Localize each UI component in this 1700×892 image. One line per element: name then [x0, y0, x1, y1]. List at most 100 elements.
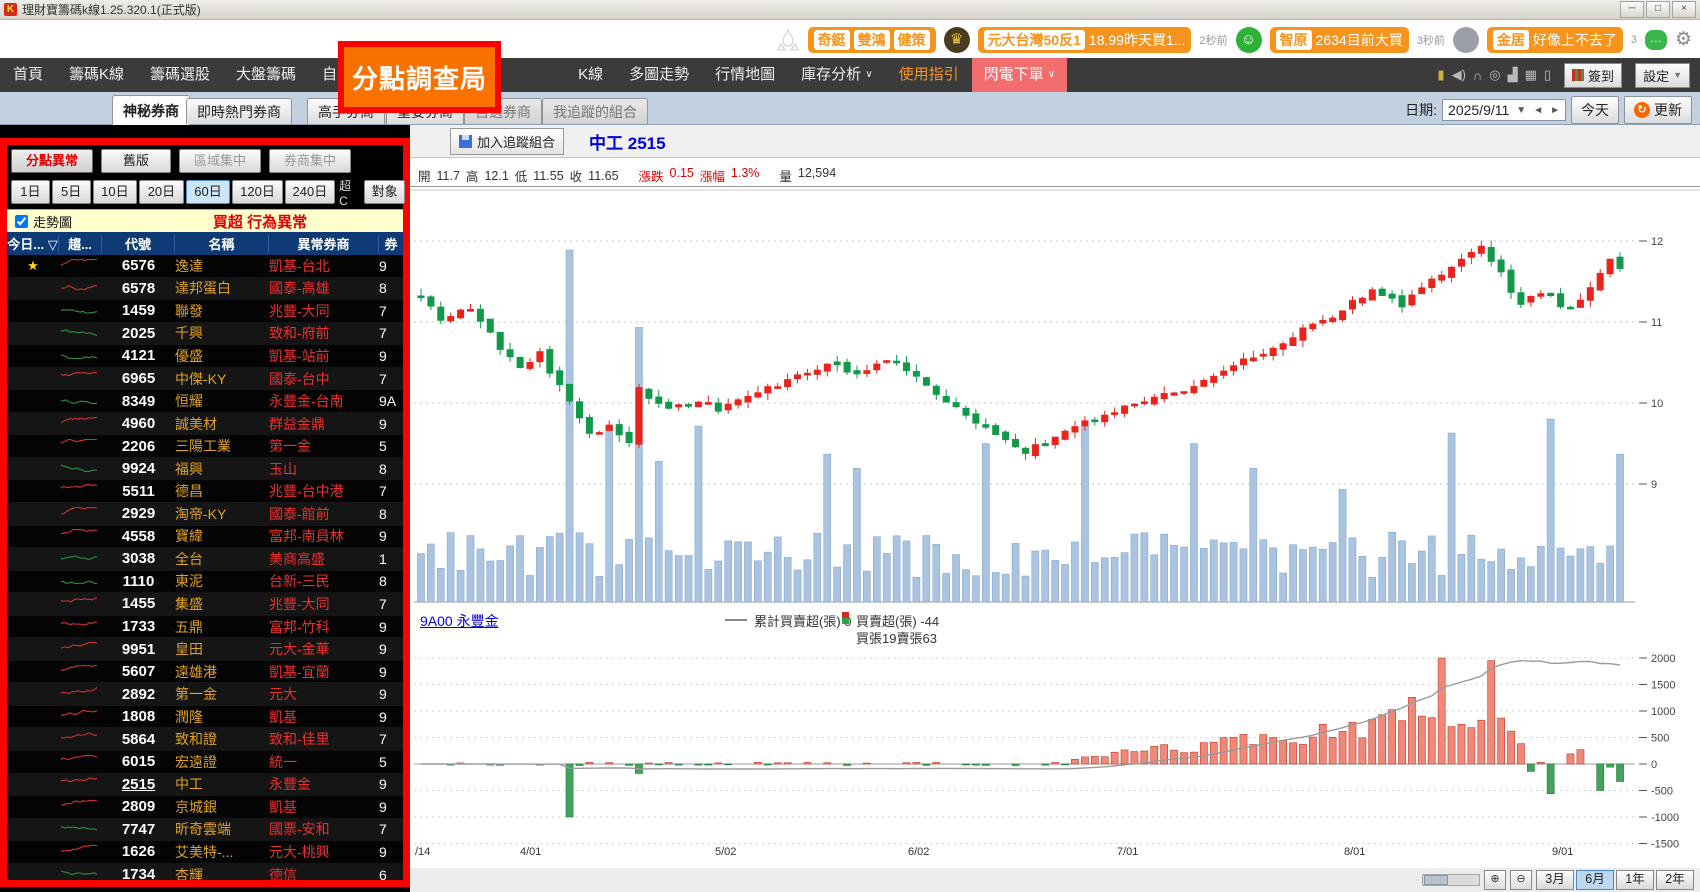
- stock-name[interactable]: 優盛: [175, 347, 203, 364]
- table-row[interactable]: 6965 中傑-KY 國泰-台中 7: [7, 367, 403, 391]
- range-button-6月[interactable]: 6月: [1576, 870, 1614, 890]
- signin-button[interactable]: 簽到: [1564, 62, 1623, 88]
- col-name[interactable]: 名稱: [175, 234, 269, 253]
- phone-icon[interactable]: ▮: [1437, 67, 1445, 82]
- broker-name[interactable]: 兆豐-大同: [269, 595, 330, 612]
- broker-name[interactable]: 德信: [269, 866, 297, 880]
- zoom-slider-handle[interactable]: [1424, 875, 1448, 885]
- menu-item-1[interactable]: 籌碼K線: [69, 66, 125, 83]
- stock-name[interactable]: 淘帝-KY: [175, 505, 227, 522]
- mode-button-分點異常[interactable]: 分點異常: [11, 149, 93, 173]
- col-broker[interactable]: 異常券商: [269, 234, 379, 253]
- stock-name[interactable]: 京城銀: [175, 798, 217, 815]
- broker-name[interactable]: 致和-佳里: [269, 731, 330, 748]
- broker-name[interactable]: 玉山: [269, 460, 297, 477]
- table-row[interactable]: 1733 五鼎 富邦-竹科 9: [7, 615, 403, 639]
- feed-badge[interactable]: 智原 2634目前大買: [1269, 26, 1409, 53]
- stock-name[interactable]: 三陽工業: [175, 438, 231, 455]
- table-row[interactable]: 9924 福興 玉山 8: [7, 457, 403, 481]
- stock-name[interactable]: 寶緯: [175, 528, 203, 545]
- table-row[interactable]: 1808 潤隆 凱基 9: [7, 705, 403, 729]
- feed-badge[interactable]: 金居 好像上不去了: [1486, 26, 1623, 53]
- settings-button[interactable]: 設定 ▼: [1635, 62, 1690, 88]
- period-button-10日[interactable]: 10日: [92, 180, 138, 204]
- minimize-button[interactable]: ─: [1620, 1, 1644, 18]
- table-row[interactable]: 9951 皇田 元大-金華 9: [7, 638, 403, 661]
- broker-name[interactable]: 國泰-高雄: [269, 280, 330, 297]
- stats-icon[interactable]: ▟: [1507, 67, 1518, 82]
- stock-code[interactable]: 9924: [121, 460, 156, 478]
- stock-code[interactable]: 2809: [121, 798, 156, 816]
- mic-icon[interactable]: ◎: [1489, 67, 1501, 82]
- broker-name[interactable]: 凱基-台北: [269, 257, 330, 274]
- broker-name[interactable]: 凱基: [269, 708, 297, 725]
- stock-name[interactable]: 艾美特-...: [175, 843, 234, 860]
- stock-code[interactable]: 7747: [121, 820, 156, 838]
- broker-name[interactable]: 凱基-站前: [269, 347, 330, 364]
- col-code[interactable]: 代號: [102, 234, 175, 253]
- broker-name[interactable]: 美商高盛: [269, 550, 325, 567]
- broker-name[interactable]: 元大-金華: [269, 641, 330, 658]
- dropdown-arrow-icon[interactable]: ▼: [1516, 104, 1527, 116]
- stock-code[interactable]: 2025: [121, 324, 156, 342]
- zoom-in-icon[interactable]: ⊕: [1484, 870, 1506, 890]
- menu-item-r0[interactable]: K線: [578, 66, 604, 83]
- stock-name[interactable]: 集盛: [175, 595, 203, 612]
- stock-name[interactable]: 遠雄港: [175, 663, 217, 680]
- table-row[interactable]: 1626 艾美特-... 元大-桃興 9: [7, 841, 403, 864]
- stock-name[interactable]: 德昌: [175, 483, 203, 500]
- broker-name[interactable]: 兆豐-台中港: [269, 483, 344, 500]
- menu-item-0[interactable]: 首頁: [13, 66, 44, 83]
- broker-name[interactable]: 元大: [269, 686, 297, 703]
- table-row[interactable]: 2929 淘帝-KY 國泰-館前 8: [7, 503, 403, 526]
- broker-name[interactable]: 凱基-宜蘭: [269, 663, 330, 680]
- stock-name[interactable]: 五鼎: [175, 618, 203, 635]
- col-today[interactable]: 今日... ▽: [7, 234, 59, 253]
- stock-code[interactable]: 1734: [121, 866, 156, 880]
- maximize-button[interactable]: □: [1646, 1, 1670, 18]
- stock-name[interactable]: 中傑-KY: [175, 370, 227, 387]
- gear-icon[interactable]: ⚙: [1674, 29, 1692, 50]
- stock-code[interactable]: 3038: [121, 550, 156, 568]
- feed-stock-chip[interactable]: 智原: [1275, 29, 1312, 50]
- stock-code[interactable]: 1459: [121, 302, 156, 320]
- table-row[interactable]: 7747 昕奇雲端 國票-安和 7: [7, 818, 403, 842]
- price-netbuy-chart[interactable]: 12 11 10 9 2000 1500 1000 500 0 -500 -1000 -1500/14…: [410, 160, 1700, 860]
- zoom-slider[interactable]: [1422, 874, 1480, 886]
- stock-chip[interactable]: 雙鴻: [853, 29, 890, 50]
- broker-name[interactable]: 國票-安和: [269, 821, 330, 838]
- table-row[interactable]: 4960 誠美材 群益金鼎 9: [7, 412, 403, 436]
- stock-code[interactable]: 6578: [121, 279, 156, 297]
- hot-stocks-badge[interactable]: 奇鋌 雙鴻 健策: [807, 26, 936, 53]
- stock-name[interactable]: 千興: [175, 325, 203, 342]
- add-to-watchlist-button[interactable]: 加入追蹤組合: [450, 127, 565, 155]
- table-row[interactable]: 5864 致和證 致和-佳里 7: [7, 728, 403, 752]
- table-row[interactable]: 1110 東泥 台新-三民 8: [7, 570, 403, 594]
- clipboard-icon[interactable]: ▯: [1543, 67, 1552, 82]
- feed-stock-chip[interactable]: 元大台灣50反1: [983, 29, 1085, 50]
- period-button-120日[interactable]: 120日: [232, 180, 283, 204]
- table-row[interactable]: 1734 杏輝 德信 6: [7, 863, 403, 880]
- table-row[interactable]: 2206 三陽工業 第一金 5: [7, 435, 403, 458]
- menu-item-r1[interactable]: 多圖走勢: [629, 66, 690, 83]
- stock-code[interactable]: 1808: [121, 708, 156, 726]
- stock-name[interactable]: 東泥: [175, 573, 203, 590]
- broker-name[interactable]: 兆豐-大同: [269, 302, 330, 319]
- stock-name[interactable]: 福興: [175, 460, 203, 477]
- table-row[interactable]: 2025 千興 致和-府前 7: [7, 322, 403, 346]
- stock-code[interactable]: 1733: [121, 618, 156, 636]
- stock-code[interactable]: 2892: [121, 685, 156, 703]
- stock-code[interactable]: 2929: [121, 505, 156, 523]
- broker-name[interactable]: 第一金: [269, 438, 311, 455]
- range-button-2年[interactable]: 2年: [1656, 870, 1694, 890]
- menu-item-inventory[interactable]: 庫存分析 ∨: [801, 66, 873, 83]
- tab-神秘券商[interactable]: 神秘券商: [112, 95, 190, 125]
- broker-name[interactable]: 元大-桃興: [269, 843, 330, 860]
- stock-chip[interactable]: 奇鋌: [813, 29, 850, 50]
- menu-item-2[interactable]: 籌碼選股: [150, 66, 211, 83]
- period-button-1日[interactable]: 1日: [11, 180, 50, 204]
- stock-name[interactable]: 全台: [175, 550, 203, 567]
- zoom-out-icon[interactable]: ⊖: [1510, 870, 1532, 890]
- prev-day-icon[interactable]: ◄: [1533, 104, 1544, 116]
- table-row[interactable]: 6015 宏遠證 統一 5: [7, 751, 403, 774]
